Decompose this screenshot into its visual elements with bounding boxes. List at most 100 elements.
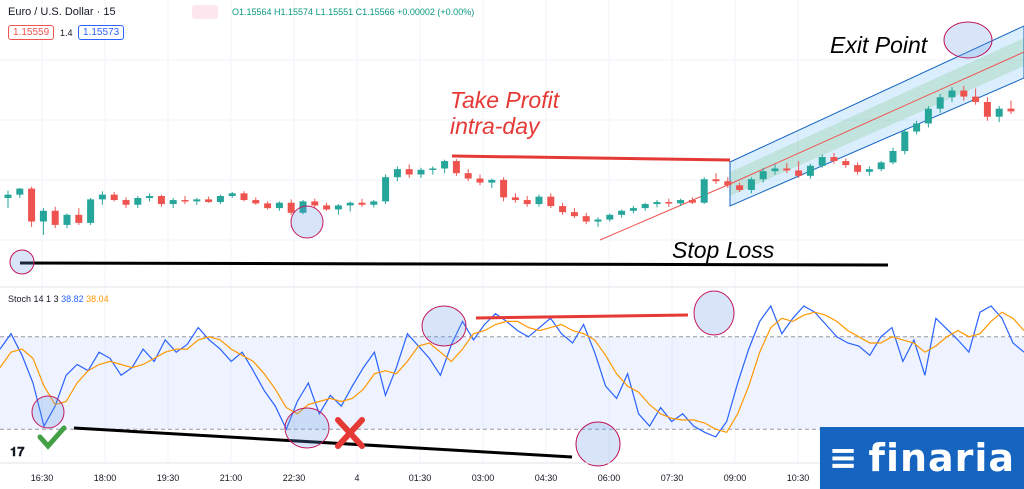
candle-body (547, 196, 555, 207)
ask-price[interactable]: 1.15573 (78, 25, 125, 40)
candle-body (287, 202, 295, 213)
candle-body (311, 201, 319, 206)
candle-body (405, 169, 413, 175)
candle-body (500, 179, 508, 198)
candle-body (806, 165, 814, 176)
x-tick-label: 21:00 (220, 473, 243, 483)
highlight-ellipse (9, 249, 35, 275)
x-tick-label: 18:00 (94, 473, 117, 483)
symbol-title: Euro / U.S. Dollar · 15 (8, 6, 116, 18)
candle-body (677, 200, 685, 204)
overbought-line (475, 313, 689, 320)
candle-body (712, 179, 720, 182)
stoch-k-line (0, 304, 1024, 438)
x-tick-label: 01:30 (409, 473, 432, 483)
candle-body (134, 198, 142, 205)
x-tick-label: 06:00 (598, 473, 621, 483)
candle-body (759, 171, 767, 180)
trend-line (599, 183, 731, 241)
candle-body (936, 97, 944, 109)
candle-body (877, 162, 885, 170)
candle-body (39, 210, 47, 222)
candle-body (264, 203, 272, 209)
check-icon (37, 425, 67, 450)
candle-body (110, 194, 118, 201)
candle-body (4, 194, 12, 199)
candle-body (570, 212, 578, 217)
candle-body (854, 165, 862, 172)
candle-body (865, 169, 873, 172)
spread: 1.4 (60, 28, 73, 38)
stop-loss-line (19, 261, 889, 267)
x-tick-label: 04:30 (535, 473, 558, 483)
candle-body (559, 206, 567, 213)
highlight-ellipse (290, 205, 324, 239)
candle-body (417, 169, 425, 175)
x-tick-label: 09:00 (724, 473, 747, 483)
candle-body (594, 219, 602, 222)
indicator-toggle-icon[interactable] (192, 5, 218, 19)
x-tick-label: 22:30 (283, 473, 306, 483)
candle-body (299, 201, 307, 213)
candle-body (535, 196, 543, 205)
x-tick-label: 07:30 (661, 473, 684, 483)
candle-body (252, 200, 260, 204)
highlight-ellipse (575, 421, 621, 467)
candle-body (51, 210, 59, 225)
candle-body (452, 161, 460, 174)
candle-body (818, 157, 826, 166)
tradingview-logo[interactable]: 𝟏𝟕 (10, 444, 25, 459)
stoch-title: Stoch 14 1 3 38.82 38.04 (8, 294, 109, 304)
candle-body (28, 188, 36, 222)
x-tick-label: 10:30 (787, 473, 810, 483)
finaria-logo: ≡ finaria (820, 427, 1024, 489)
candle-body (146, 196, 154, 199)
candle-body (830, 157, 838, 162)
candle-body (948, 90, 956, 98)
regression-channel-inner (730, 38, 1024, 196)
candle-body (688, 200, 696, 203)
candle-body (972, 96, 980, 102)
candle-body (736, 185, 744, 190)
candle-body (724, 181, 732, 186)
exit-point-label: Exit Point (830, 32, 929, 58)
stoch-name: Stoch 14 1 3 (8, 294, 59, 304)
candle-body (641, 204, 649, 209)
highlight-ellipse (421, 305, 467, 347)
x-tick-label: 19:30 (157, 473, 180, 483)
x-tick-label: 03:00 (472, 473, 495, 483)
candle-body (87, 199, 95, 223)
finaria-icon: ≡ (828, 438, 859, 478)
divergence-line (73, 426, 573, 459)
candle-body (606, 214, 614, 220)
candle-body (358, 202, 366, 205)
candle-body (169, 200, 177, 205)
candle-body (216, 196, 224, 203)
candle-body (488, 179, 496, 183)
candle-body (323, 205, 331, 210)
candle-body (181, 200, 189, 202)
stoch-d-line (0, 311, 1024, 434)
candle-body (889, 151, 897, 163)
stoch-k-value: 38.82 (61, 294, 84, 304)
candle-body (346, 202, 354, 206)
candle-body (629, 208, 637, 211)
regression-midline (729, 51, 1024, 185)
candle-body (334, 205, 342, 210)
highlight-ellipse (284, 407, 330, 449)
x-tick-label: 16:30 (31, 473, 54, 483)
stoch-band (0, 336, 1024, 430)
candle-body (842, 161, 850, 166)
bid-price[interactable]: 1.15559 (8, 25, 55, 40)
highlight-ellipse (693, 290, 735, 336)
candle-body (63, 214, 71, 225)
candle-body (98, 194, 106, 200)
candle-body (157, 196, 165, 205)
take-profit-label: Take Profit (450, 87, 561, 113)
candle-body (205, 199, 213, 203)
candles (4, 85, 1015, 235)
candle-body (653, 202, 661, 205)
highlight-ellipse (943, 21, 993, 59)
